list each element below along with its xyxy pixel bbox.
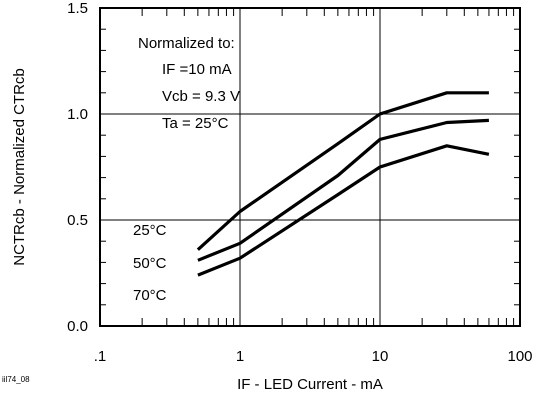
y-tick-label: 0.0 [67,318,88,335]
x-tick-label: 10 [372,348,389,365]
x-tick-label: 1 [236,348,244,365]
x-axis-label: IF - LED Current - mA [237,376,383,393]
y-tick-label: 0.5 [67,212,88,229]
axis-ticks [100,8,520,326]
series-labels: 25°C 50°C 70°C [133,222,167,304]
x-tick-label: .1 [94,348,107,365]
annotation-line: IF =10 mA [162,61,232,78]
series-line [196,91,489,251]
y-tick-label: 1.5 [67,0,88,17]
y-tick-label: 1.0 [67,106,88,123]
series-label: 25°C [133,222,167,239]
x-tick-label: 100 [507,348,532,365]
plot-frame [99,7,521,327]
series-label: 50°C [133,255,167,272]
annotation-line: Ta = 25°C [162,115,229,132]
series-line [197,144,490,277]
figure-id: iil74_08 [2,375,30,384]
series-label: 70°C [133,287,167,304]
annotation-line: Normalized to: [138,35,235,52]
y-tick-labels: 0.0 0.5 1.0 1.5 [67,0,88,335]
annotation-line: Vcb = 9.3 V [162,88,240,105]
series-line [197,118,489,262]
normalization-annotation: Normalized to: IF =10 mA Vcb = 9.3 V Ta = 2… [138,35,240,132]
x-tick-labels: .1 1 10 100 [94,348,533,365]
grid-lines [100,8,520,326]
y-axis-label: NCTRcb - Normalized CTRcb [11,68,28,266]
series-lines [196,91,490,277]
